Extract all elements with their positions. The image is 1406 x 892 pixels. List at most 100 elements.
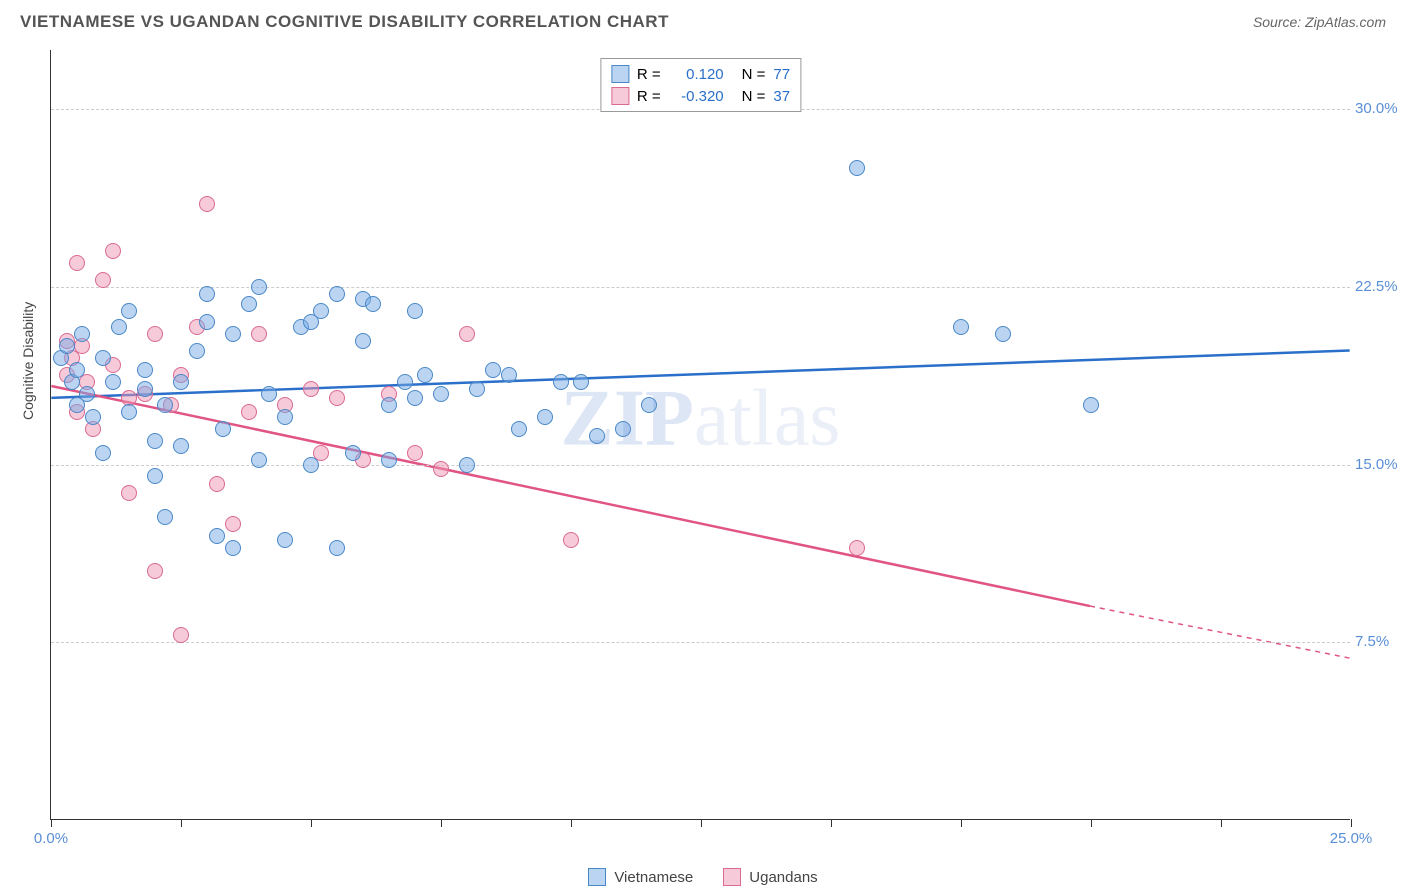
ugandans-point — [407, 445, 423, 461]
vietnamese-point — [433, 386, 449, 402]
y-tick-label: 7.5% — [1355, 633, 1405, 650]
legend-swatch-ugandans-b — [723, 868, 741, 886]
legend-stats-row-2: R = -0.320 N = 37 — [611, 85, 790, 107]
ugandans-point — [209, 476, 225, 492]
vietnamese-point — [215, 421, 231, 437]
vietnamese-point — [74, 326, 90, 342]
vietnamese-point — [953, 319, 969, 335]
x-tick — [1221, 819, 1222, 827]
vietnamese-point — [355, 333, 371, 349]
vietnamese-point — [147, 433, 163, 449]
legend-label-vietnamese: Vietnamese — [614, 869, 693, 886]
x-tick-label: 0.0% — [34, 830, 68, 847]
n-value-ugandans: 37 — [773, 88, 790, 105]
vietnamese-point — [199, 314, 215, 330]
x-tick — [441, 819, 442, 827]
vietnamese-point — [121, 303, 137, 319]
r-label: R = — [637, 66, 661, 83]
vietnamese-point — [137, 362, 153, 378]
n-label: N = — [742, 88, 766, 105]
vietnamese-point — [111, 319, 127, 335]
vietnamese-point — [251, 279, 267, 295]
ugandans-point — [849, 540, 865, 556]
n-label: N = — [742, 66, 766, 83]
ugandans-point — [241, 404, 257, 420]
ugandans-point — [121, 485, 137, 501]
ugandans-point — [329, 390, 345, 406]
gridline-h — [51, 287, 1350, 288]
x-tick — [181, 819, 182, 827]
ugandans-point — [147, 326, 163, 342]
legend-label-ugandans: Ugandans — [749, 869, 817, 886]
watermark: ZIPatlas — [561, 374, 841, 465]
ugandans-point — [69, 255, 85, 271]
vietnamese-point — [303, 457, 319, 473]
r-label: R = — [637, 88, 661, 105]
legend-series: Vietnamese Ugandans — [0, 868, 1406, 886]
vietnamese-point — [277, 532, 293, 548]
vietnamese-point — [137, 381, 153, 397]
legend-item-ugandans: Ugandans — [723, 868, 817, 886]
vietnamese-point — [329, 286, 345, 302]
x-tick — [51, 819, 52, 827]
legend-swatch-vietnamese — [611, 65, 629, 83]
x-tick — [311, 819, 312, 827]
y-axis-title: Cognitive Disability — [20, 302, 36, 420]
gridline-h — [51, 642, 1350, 643]
vietnamese-point — [417, 367, 433, 383]
vietnamese-point — [329, 540, 345, 556]
ugandans-point — [225, 516, 241, 532]
vietnamese-point — [365, 296, 381, 312]
vietnamese-point — [157, 509, 173, 525]
vietnamese-point — [189, 343, 205, 359]
vietnamese-point — [397, 374, 413, 390]
vietnamese-point — [459, 457, 475, 473]
vietnamese-point — [225, 326, 241, 342]
vietnamese-point — [995, 326, 1011, 342]
x-tick — [701, 819, 702, 827]
vietnamese-point — [277, 409, 293, 425]
vietnamese-point — [1083, 397, 1099, 413]
vietnamese-point — [95, 445, 111, 461]
chart-plot-area: ZIPatlas R = 0.120 N = 77 R = -0.320 N =… — [50, 50, 1350, 820]
vietnamese-point — [173, 374, 189, 390]
vietnamese-point — [345, 445, 361, 461]
vietnamese-point — [147, 468, 163, 484]
y-tick-label: 30.0% — [1355, 100, 1405, 117]
vietnamese-point — [199, 286, 215, 302]
ugandans-point — [433, 461, 449, 477]
vietnamese-point — [225, 540, 241, 556]
vietnamese-point — [553, 374, 569, 390]
vietnamese-point — [85, 409, 101, 425]
vietnamese-point — [537, 409, 553, 425]
legend-swatch-ugandans — [611, 87, 629, 105]
vietnamese-point — [241, 296, 257, 312]
vietnamese-point — [209, 528, 225, 544]
x-tick — [831, 819, 832, 827]
vietnamese-point — [849, 160, 865, 176]
vietnamese-point — [485, 362, 501, 378]
legend-swatch-vietnamese-b — [588, 868, 606, 886]
r-value-vietnamese: 0.120 — [669, 66, 724, 83]
vietnamese-point — [381, 397, 397, 413]
vietnamese-point — [313, 303, 329, 319]
ugandans-point — [563, 532, 579, 548]
vietnamese-point — [469, 381, 485, 397]
x-tick-label: 25.0% — [1330, 830, 1373, 847]
ugandans-point — [95, 272, 111, 288]
x-tick — [1351, 819, 1352, 827]
vietnamese-point — [511, 421, 527, 437]
vietnamese-point — [381, 452, 397, 468]
vietnamese-point — [95, 350, 111, 366]
y-tick-label: 15.0% — [1355, 456, 1405, 473]
vietnamese-point — [501, 367, 517, 383]
x-tick — [571, 819, 572, 827]
vietnamese-point — [407, 390, 423, 406]
ugandans-point — [173, 627, 189, 643]
ugandans-point — [105, 243, 121, 259]
vietnamese-point — [69, 362, 85, 378]
n-value-vietnamese: 77 — [773, 66, 790, 83]
vietnamese-point — [615, 421, 631, 437]
trend-lines — [51, 50, 1350, 819]
vietnamese-point — [105, 374, 121, 390]
